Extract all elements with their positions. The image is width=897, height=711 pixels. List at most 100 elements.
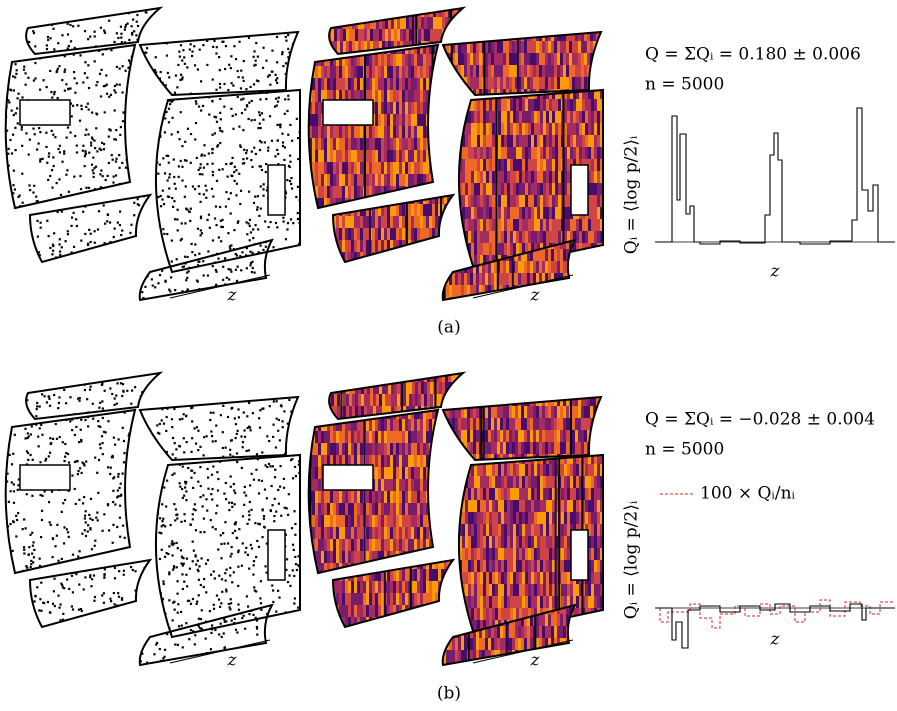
heat-cell <box>444 66 447 78</box>
heat-cell <box>372 174 375 186</box>
heat-cell <box>366 126 369 138</box>
heat-cell <box>390 114 393 126</box>
heat-cell <box>391 29 394 41</box>
heat-cell <box>486 111 489 123</box>
heat-cell <box>539 41 542 53</box>
hit <box>300 284 302 286</box>
heat-cell <box>393 66 396 78</box>
hit <box>262 67 264 69</box>
heat-cell <box>354 186 357 198</box>
heat-cell <box>477 135 480 147</box>
heat-cell <box>318 138 321 150</box>
hit <box>222 168 224 170</box>
hit <box>233 19 235 21</box>
hit <box>4 172 6 174</box>
hit <box>159 266 161 268</box>
heat-cell <box>434 89 437 101</box>
hit <box>144 269 146 271</box>
heat-cell <box>409 29 412 41</box>
heat-cell <box>558 231 561 243</box>
heat-cell <box>477 123 480 135</box>
hit <box>52 218 54 220</box>
heat-cell <box>435 90 438 102</box>
hit <box>46 48 48 50</box>
heat-cell <box>354 78 357 90</box>
hit <box>158 20 160 22</box>
heat-cell <box>309 186 312 198</box>
hit <box>23 66 25 68</box>
heat-cell <box>498 183 501 195</box>
hit <box>41 273 43 275</box>
hit <box>161 211 163 213</box>
heat-cell <box>333 150 336 162</box>
heat-cell <box>519 207 522 219</box>
module <box>0 30 152 225</box>
hit <box>204 83 206 85</box>
heat-cell <box>566 41 569 53</box>
hit <box>163 34 165 36</box>
heat-cell <box>570 99 573 111</box>
hit <box>66 136 68 138</box>
heat-cell <box>300 78 303 90</box>
heat-cell <box>351 78 354 90</box>
heat-cell <box>560 53 563 65</box>
heat-cell <box>390 138 393 150</box>
heat-cell <box>497 53 500 65</box>
heat-stripe <box>432 30 434 223</box>
heat-cell <box>319 17 322 29</box>
hit <box>264 220 266 222</box>
hit <box>222 302 224 304</box>
hit <box>81 196 83 198</box>
hit <box>146 114 148 116</box>
heat-cell <box>438 126 441 138</box>
heat-cell <box>463 29 466 41</box>
hit <box>180 44 182 46</box>
heat-cell <box>510 195 513 207</box>
heat-cell <box>488 53 491 65</box>
heat-cell <box>348 240 351 252</box>
heat-cell <box>349 29 352 41</box>
heat-cell <box>372 162 375 174</box>
heat-cell <box>468 195 471 207</box>
hit <box>198 193 200 195</box>
hit <box>201 232 203 234</box>
heat-cell <box>440 65 443 77</box>
heat-cell <box>435 186 438 198</box>
heat-cell <box>480 123 483 135</box>
heat-cell <box>473 53 476 65</box>
heat-cell <box>378 186 381 198</box>
hit <box>278 29 280 31</box>
heat-cell <box>357 162 360 174</box>
hit <box>128 49 130 51</box>
heat-cell <box>602 29 605 41</box>
hit <box>245 221 247 223</box>
heat-cell <box>330 126 333 138</box>
heat-cell <box>584 53 587 65</box>
hit <box>198 169 200 171</box>
hit <box>122 275 124 277</box>
heat-cell <box>414 150 417 162</box>
hit <box>249 86 251 88</box>
hit <box>0 74 2 76</box>
heat-cell <box>351 138 354 150</box>
heat-cell <box>500 17 503 29</box>
hit <box>113 175 115 177</box>
heat-cell <box>605 41 608 53</box>
heat-cell <box>455 53 458 65</box>
hit <box>60 9 62 11</box>
heat-cell <box>384 138 387 150</box>
hit <box>307 159 309 161</box>
heat-cell <box>459 111 462 123</box>
hit <box>156 23 158 25</box>
heat-cell <box>393 102 396 114</box>
hit <box>170 283 172 285</box>
heat-cell <box>357 78 360 90</box>
hit <box>0 138 1 140</box>
heat-cell <box>381 276 384 288</box>
hit <box>5 85 7 87</box>
hit <box>257 228 259 230</box>
hit <box>240 70 242 72</box>
heat-cell <box>503 77 506 89</box>
hit <box>255 153 257 155</box>
heat-cell <box>605 89 608 101</box>
